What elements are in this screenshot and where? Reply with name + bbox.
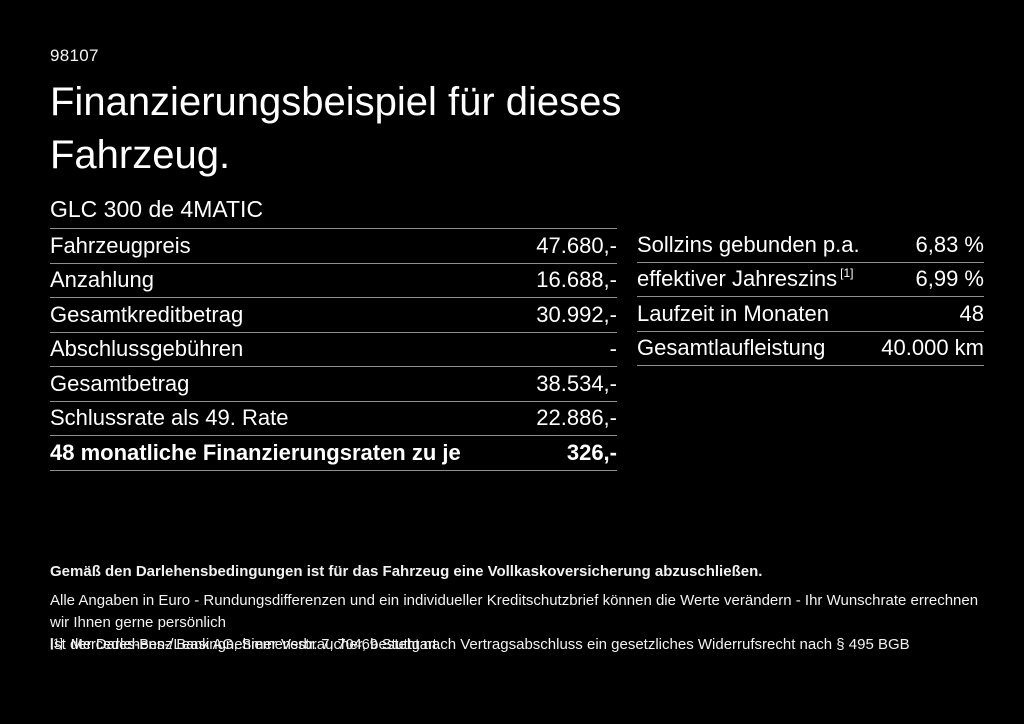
row-label: Fahrzeugpreis	[50, 232, 191, 258]
row-label: Anzahlung	[50, 267, 154, 293]
row-value: 30.992,-	[536, 301, 617, 327]
financing-row: Fahrzeugpreis 47.680,-	[50, 229, 617, 264]
financing-row: 48 monatliche Finanzierungsraten zu je 32…	[50, 436, 617, 471]
row-label: Laufzeit in Monaten	[637, 300, 830, 326]
financing-row: Abschlussgebühren -	[50, 333, 617, 367]
footnote-reference: [1]	[840, 266, 854, 281]
footnote-text: Mercedes-Benz Bank AG, Siemensstr. 7, 70…	[70, 637, 441, 653]
disclaimer-block: Gemäß den Darlehensbedingungen ist für d…	[50, 561, 985, 656]
row-value: 6,83 %	[915, 231, 985, 257]
row-value: 48	[959, 300, 984, 326]
row-value: 22.886,-	[536, 405, 617, 431]
row-label: Gesamtlaufleistung	[637, 335, 826, 361]
page-title: Finanzierungsbeispiel für dieses Fahrzeu…	[50, 80, 622, 177]
row-label: 48 monatliche Finanzierungsraten zu je	[50, 439, 461, 465]
row-label: effektiver Jahreszins [1]	[637, 266, 854, 292]
row-value: 38.534,-	[536, 370, 617, 396]
row-value: -	[609, 336, 617, 362]
row-label: Sollzins gebunden p.a.	[637, 231, 860, 257]
row-label: Gesamtkreditbetrag	[50, 301, 244, 327]
row-value: 40.000 km	[881, 335, 984, 361]
conditions-table: Sollzins gebunden p.a. 6,83 % effektiver J…	[637, 228, 984, 366]
row-label: Schlussrate als 49. Rate	[50, 405, 289, 431]
disclaimer-insurance-note: Gemäß den Darlehensbedingungen ist für d…	[50, 563, 763, 580]
row-value: 47.680,-	[536, 232, 617, 258]
financing-row: Anzahlung 16.688,-	[50, 264, 617, 298]
row-value: 326,-	[566, 439, 617, 465]
vehicle-model: GLC 300 de 4MATIC	[50, 196, 264, 222]
condition-row: Laufzeit in Monaten 48	[637, 297, 984, 332]
row-value: 6,99 %	[915, 266, 985, 292]
row-label: Abschlussgebühren	[50, 336, 244, 362]
footnote-marker: [1]	[50, 638, 63, 650]
condition-row: effektiver Jahreszins [1] 6,99 %	[637, 263, 985, 297]
financing-row: Schlussrate als 49. Rate 22.886,-	[50, 402, 617, 436]
document-id: 98107	[50, 46, 99, 65]
financing-row: Gesamtbetrag 38.534,-	[50, 367, 617, 402]
footnote: [1] Mercedes-Benz Bank AG, Siemensstr. 7,…	[50, 637, 441, 653]
disclaimer-euro-note: Alle Angaben in Euro - Rundungsdifferenz…	[50, 592, 979, 631]
condition-row: Gesamtlaufleistung 40.000 km	[637, 332, 984, 366]
disclaimer-withdrawal-note: Ist der Darlehens-/Leasingnehmer Verbrau…	[50, 636, 910, 653]
row-value: 16.688,-	[536, 267, 617, 293]
row-label: Gesamtbetrag	[50, 370, 190, 396]
financing-row: Gesamtkreditbetrag 30.992,-	[50, 298, 617, 333]
financing-table: Fahrzeugpreis 47.680,- Anzahlung 16.688,- Ge…	[50, 228, 617, 471]
condition-row: Sollzins gebunden p.a. 6,83 %	[637, 228, 984, 263]
